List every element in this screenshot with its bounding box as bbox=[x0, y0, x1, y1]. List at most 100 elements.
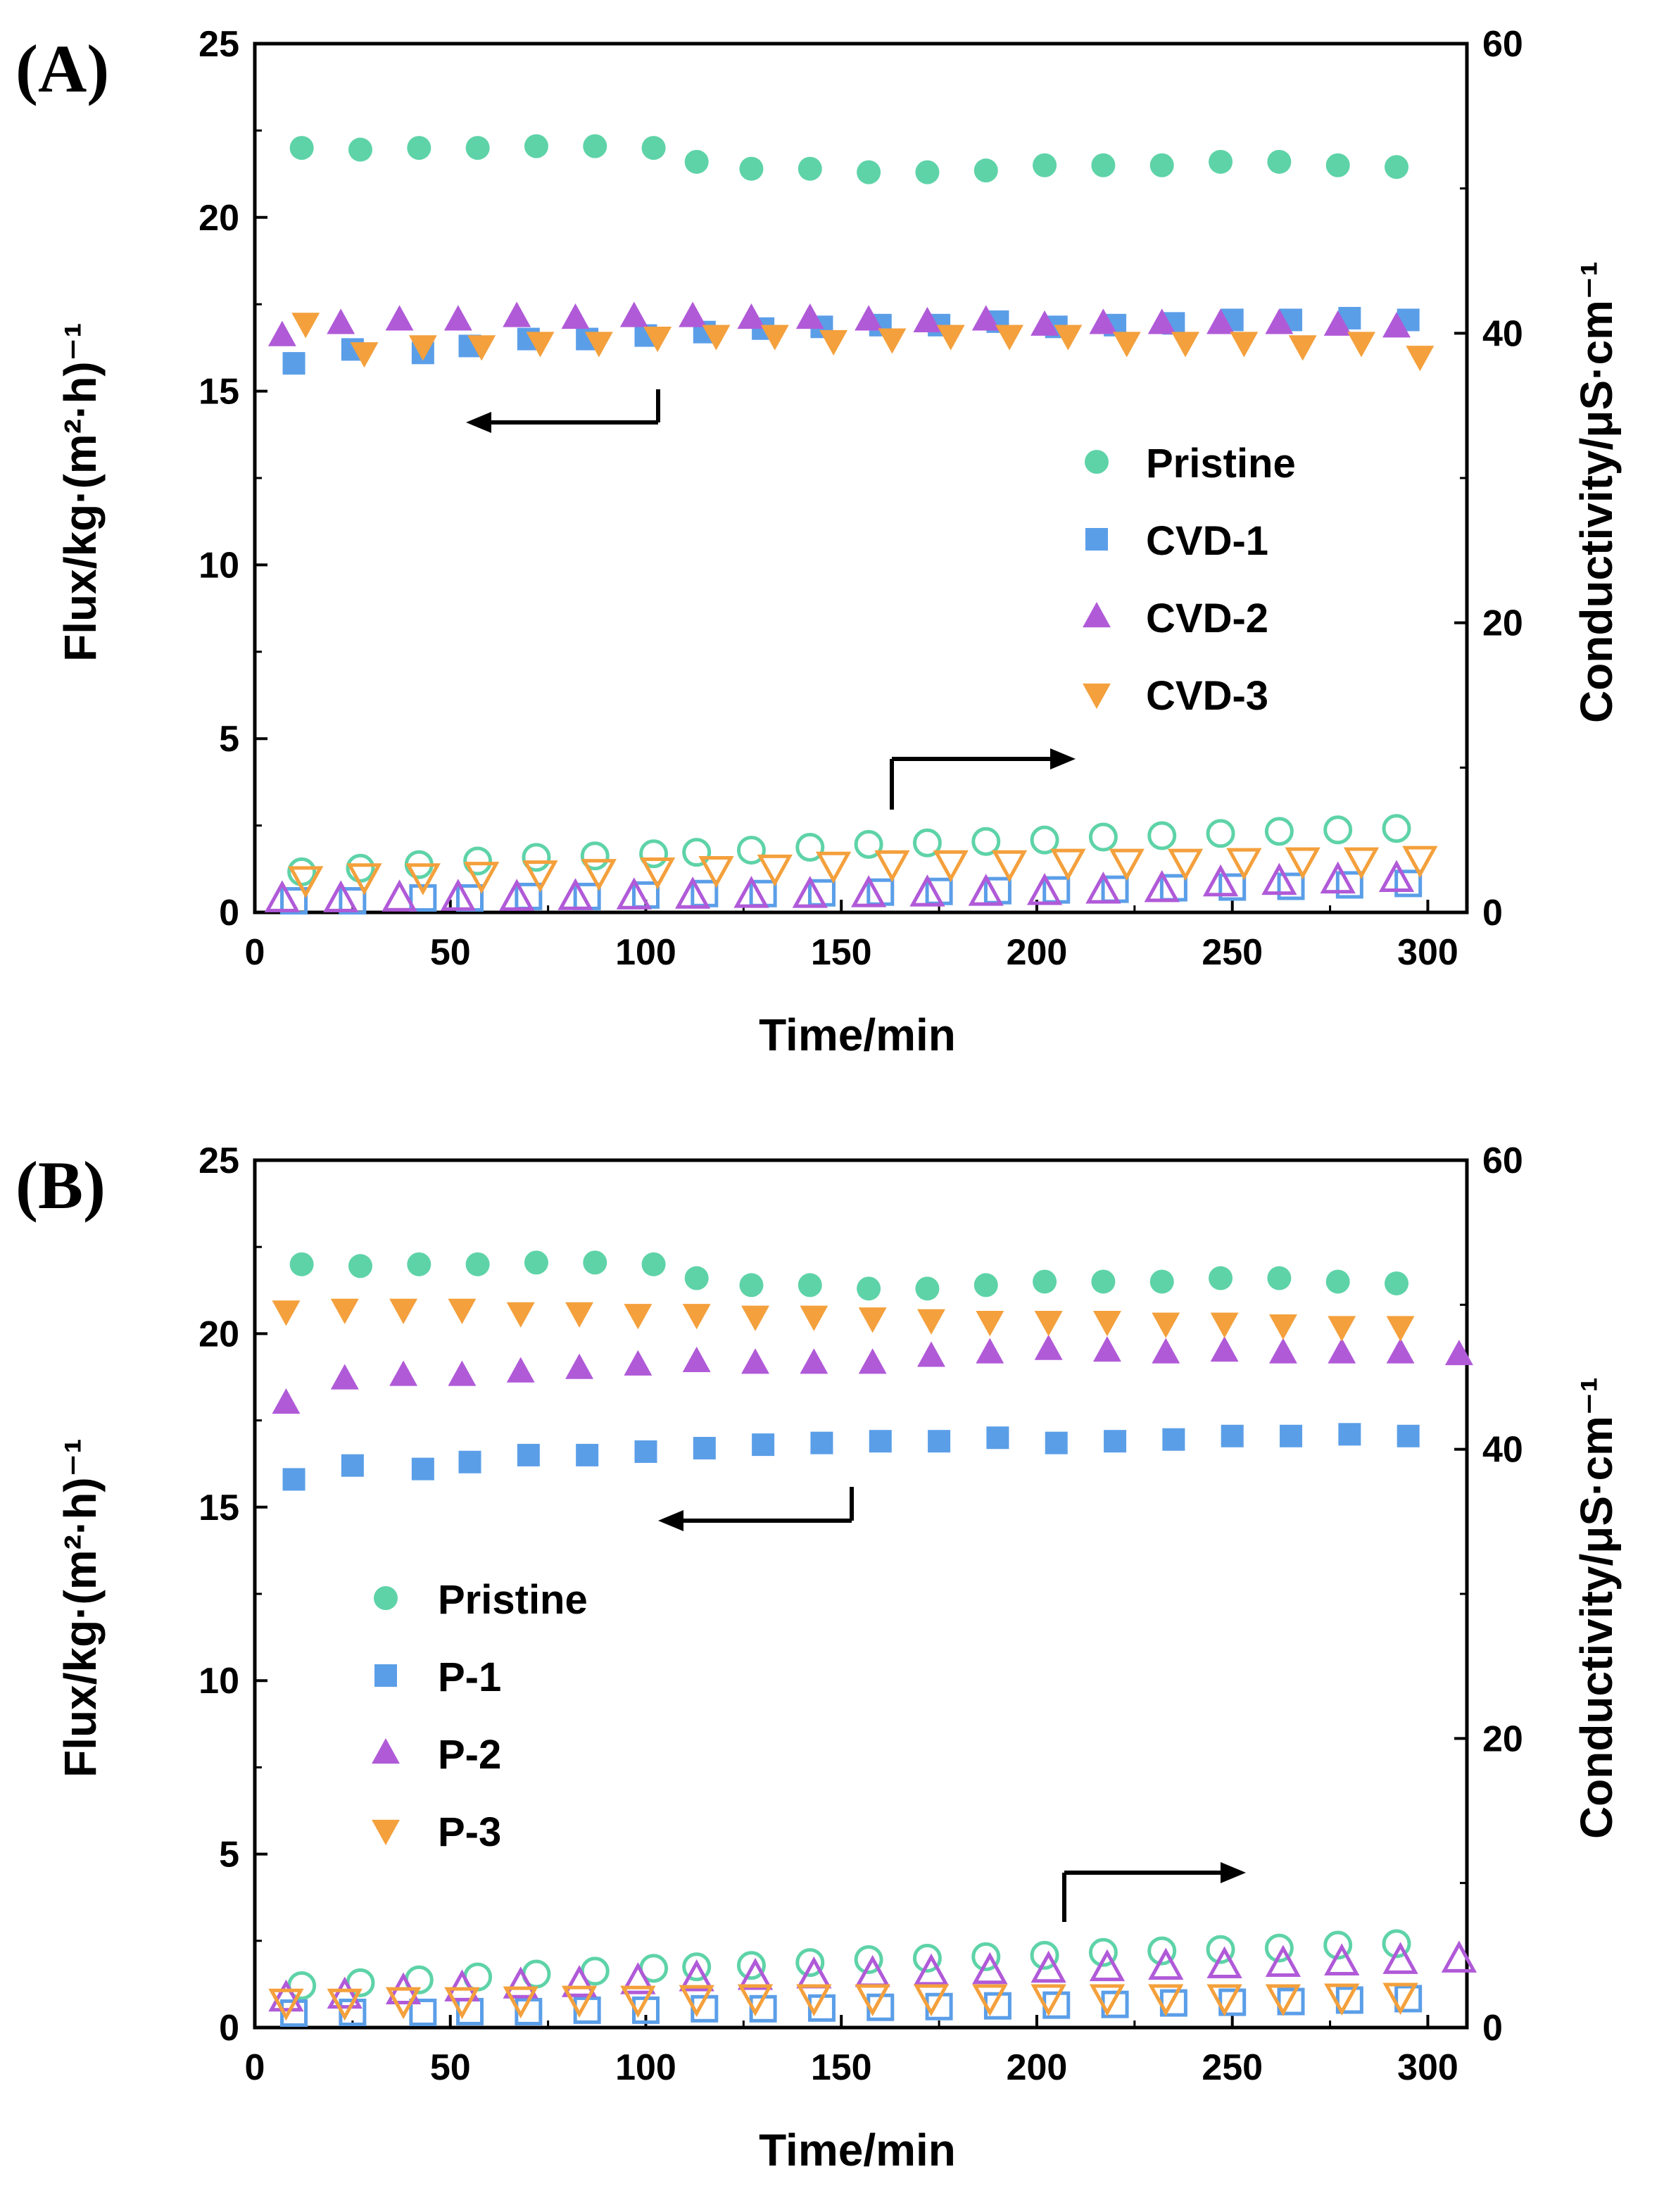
y-right-tick-label: 20 bbox=[1482, 1718, 1523, 1759]
data-point bbox=[620, 1962, 656, 1994]
legend-symbol bbox=[372, 1738, 400, 1764]
y-left-tick-label: 20 bbox=[198, 1314, 239, 1355]
data-point bbox=[411, 1457, 434, 1481]
data-point bbox=[444, 1969, 480, 2002]
y-left-tick-label: 25 bbox=[198, 1140, 239, 1181]
data-point bbox=[973, 1273, 998, 1297]
x-tick-label: 250 bbox=[1202, 2047, 1263, 2088]
y-left-axis-title: Flux/kg·(m²·h)⁻¹ bbox=[55, 1438, 106, 1778]
data-point bbox=[443, 305, 472, 331]
series-cvd-3-conductivity bbox=[288, 846, 1438, 898]
data-point bbox=[506, 1302, 535, 1328]
data-point bbox=[517, 1443, 540, 1466]
legend-label: CVD-1 bbox=[1146, 518, 1268, 564]
data-point bbox=[741, 1348, 769, 1374]
data-point bbox=[858, 1348, 887, 1374]
data-point bbox=[1230, 332, 1259, 358]
data-point bbox=[272, 1300, 301, 1326]
data-point bbox=[1093, 1336, 1121, 1362]
x-tick-label: 50 bbox=[430, 932, 471, 973]
data-point bbox=[1441, 1940, 1477, 1973]
legend-symbol bbox=[374, 1586, 398, 1610]
data-point bbox=[1378, 860, 1415, 893]
data-point bbox=[972, 1952, 1008, 1985]
data-point bbox=[503, 301, 531, 327]
data-point bbox=[561, 303, 590, 329]
data-point bbox=[327, 1976, 363, 2009]
y-left-tick-label: 10 bbox=[198, 545, 239, 586]
data-point bbox=[1149, 153, 1174, 177]
data-point bbox=[819, 329, 848, 356]
data-point bbox=[968, 874, 1004, 906]
data-point bbox=[1394, 869, 1423, 898]
data-point bbox=[1167, 848, 1204, 881]
data-point bbox=[1406, 346, 1435, 372]
data-point bbox=[291, 313, 320, 339]
data-point bbox=[795, 832, 825, 862]
data-point bbox=[1386, 1338, 1415, 1364]
data-point bbox=[739, 1273, 764, 1297]
data-point bbox=[288, 866, 324, 898]
data-point bbox=[798, 1273, 822, 1297]
data-point bbox=[855, 1984, 890, 2017]
data-point bbox=[1277, 1987, 1305, 2016]
legend-label: P-2 bbox=[438, 1732, 501, 1778]
data-point bbox=[1206, 308, 1235, 334]
legend-label: P-1 bbox=[438, 1654, 501, 1700]
data-point bbox=[1030, 310, 1059, 336]
data-point bbox=[682, 1952, 712, 1982]
data-point bbox=[1050, 848, 1086, 881]
y-left-tick-label: 5 bbox=[219, 1835, 239, 1875]
data-point bbox=[909, 874, 945, 907]
data-point bbox=[1323, 815, 1353, 845]
data-point bbox=[737, 303, 766, 329]
data-point bbox=[1402, 846, 1438, 879]
data-point bbox=[800, 1348, 828, 1374]
data-point bbox=[408, 335, 437, 361]
data-point bbox=[795, 1948, 825, 1978]
data-point bbox=[971, 305, 1000, 331]
data-point bbox=[698, 855, 734, 888]
data-point bbox=[679, 301, 707, 327]
data-point bbox=[733, 876, 769, 908]
data-point bbox=[1265, 1944, 1301, 1977]
data-point bbox=[282, 1468, 305, 1491]
legend-label: CVD-3 bbox=[1146, 673, 1268, 719]
data-point bbox=[289, 136, 314, 161]
data-point bbox=[1148, 1984, 1184, 2017]
data-point bbox=[561, 1965, 598, 1997]
data-point bbox=[1382, 312, 1411, 338]
data-point bbox=[524, 134, 548, 158]
data-point bbox=[1285, 847, 1321, 880]
data-point bbox=[350, 342, 379, 368]
flux-axis-arrow-head bbox=[466, 412, 491, 433]
data-point bbox=[928, 1430, 951, 1453]
data-point bbox=[1206, 1984, 1242, 2017]
data-point bbox=[796, 1984, 832, 2017]
data-point bbox=[583, 134, 607, 158]
data-point bbox=[576, 1443, 599, 1466]
data-point bbox=[913, 306, 942, 332]
data-point bbox=[1261, 862, 1297, 896]
data-point bbox=[1089, 308, 1118, 334]
data-point bbox=[737, 1984, 774, 2017]
data-point bbox=[1328, 1316, 1356, 1342]
series-p-3-conductivity bbox=[268, 1982, 1418, 2021]
data-point bbox=[1335, 871, 1363, 899]
y-left-tick-label: 10 bbox=[198, 1661, 239, 1702]
data-point bbox=[1347, 332, 1375, 358]
data-point bbox=[1209, 149, 1233, 174]
data-point bbox=[346, 853, 375, 883]
y-left-tick-label: 25 bbox=[198, 24, 239, 65]
data-point bbox=[1093, 1311, 1121, 1337]
data-point bbox=[1221, 1424, 1244, 1447]
data-point bbox=[1030, 825, 1059, 855]
x-tick-label: 300 bbox=[1397, 932, 1458, 973]
data-point bbox=[580, 841, 610, 871]
data-point bbox=[684, 1266, 709, 1290]
legend-symbol bbox=[374, 1664, 397, 1687]
data-point bbox=[385, 1987, 422, 2020]
data-point bbox=[341, 1454, 364, 1477]
data-point bbox=[1034, 1311, 1063, 1337]
data-point bbox=[1382, 1929, 1411, 1959]
